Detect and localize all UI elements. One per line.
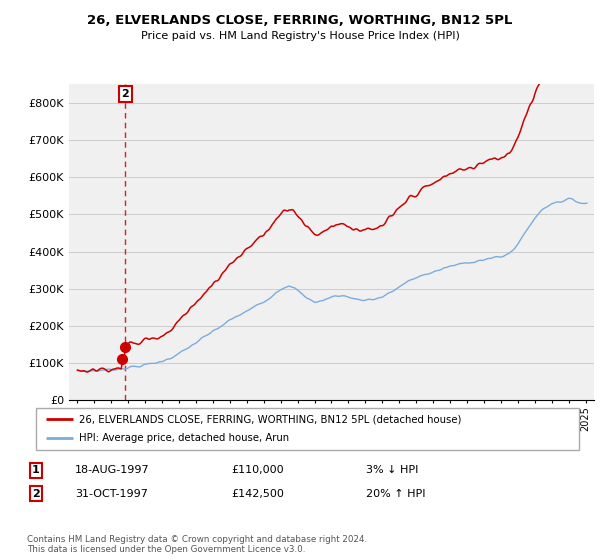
Text: 31-OCT-1997: 31-OCT-1997 (75, 489, 148, 499)
Text: 3% ↓ HPI: 3% ↓ HPI (366, 465, 418, 475)
Text: 18-AUG-1997: 18-AUG-1997 (75, 465, 149, 475)
Text: 26, ELVERLANDS CLOSE, FERRING, WORTHING, BN12 5PL: 26, ELVERLANDS CLOSE, FERRING, WORTHING,… (88, 14, 512, 27)
Text: 2: 2 (122, 88, 129, 99)
Text: £110,000: £110,000 (231, 465, 284, 475)
Text: 1: 1 (32, 465, 40, 475)
FancyBboxPatch shape (36, 408, 579, 450)
Text: 2: 2 (32, 489, 40, 499)
Text: Contains HM Land Registry data © Crown copyright and database right 2024.: Contains HM Land Registry data © Crown c… (27, 535, 367, 544)
Text: 20% ↑ HPI: 20% ↑ HPI (366, 489, 425, 499)
Text: £142,500: £142,500 (231, 489, 284, 499)
Text: HPI: Average price, detached house, Arun: HPI: Average price, detached house, Arun (79, 433, 290, 444)
Text: This data is licensed under the Open Government Licence v3.0.: This data is licensed under the Open Gov… (27, 545, 305, 554)
Text: Price paid vs. HM Land Registry's House Price Index (HPI): Price paid vs. HM Land Registry's House … (140, 31, 460, 41)
Text: 26, ELVERLANDS CLOSE, FERRING, WORTHING, BN12 5PL (detached house): 26, ELVERLANDS CLOSE, FERRING, WORTHING,… (79, 414, 462, 424)
